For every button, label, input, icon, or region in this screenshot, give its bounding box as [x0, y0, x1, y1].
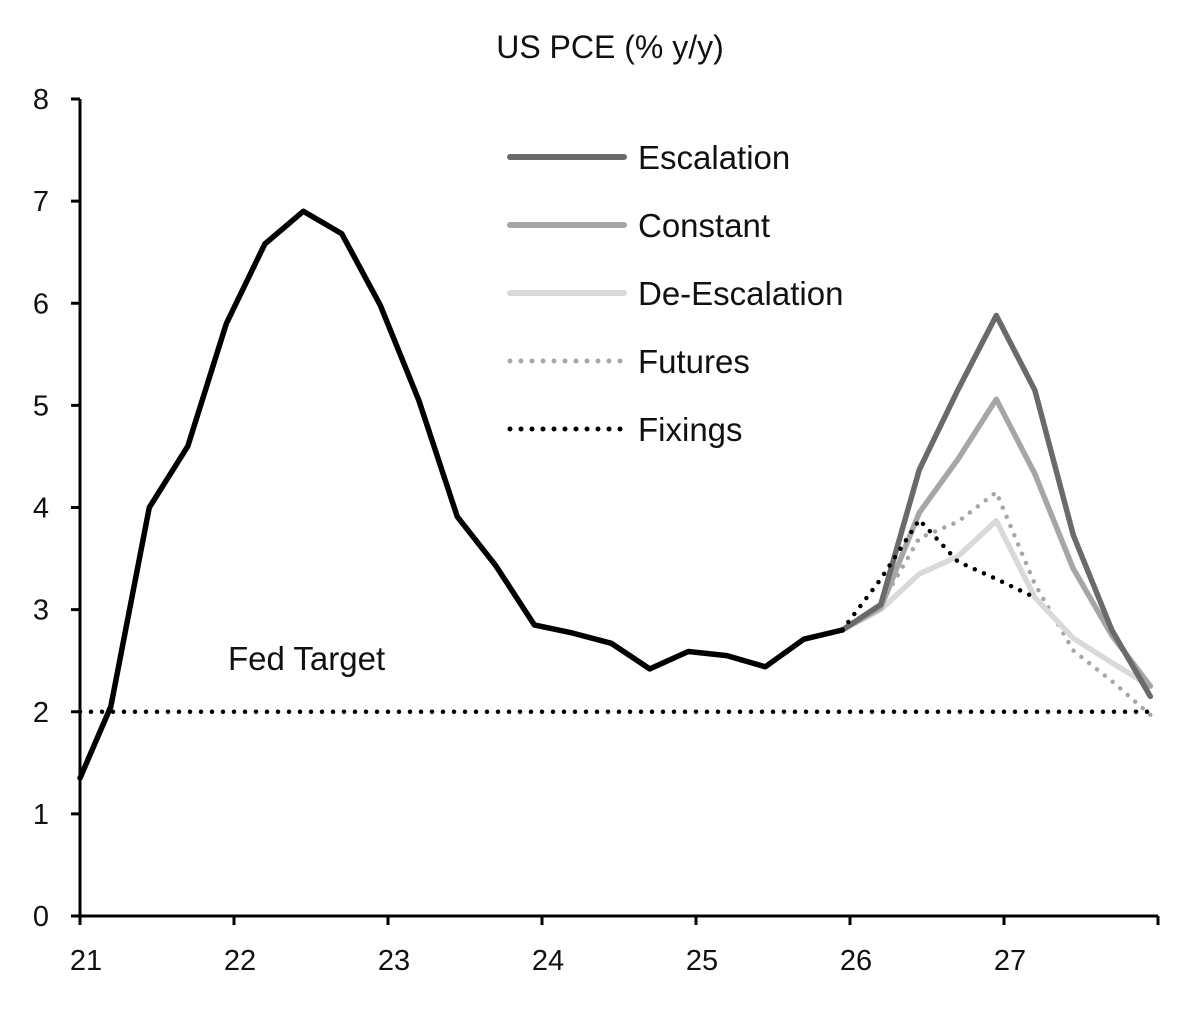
legend-item-de-escalation: De-Escalation — [507, 275, 843, 312]
series-line-fixings — [840, 517, 1038, 633]
legend-item-fixings: Fixings — [507, 411, 743, 448]
x-tick-label: 23 — [378, 945, 410, 977]
y-tick-label: 0 — [33, 901, 49, 933]
y-tick-label: 7 — [33, 186, 49, 218]
legend-label: Constant — [638, 207, 770, 244]
y-tick-label: 5 — [33, 390, 49, 422]
legend: Escalation Constant De-Escalation Futures Fi… — [507, 139, 843, 448]
legend-label: Futures — [638, 343, 750, 380]
chart-title: US PCE (% y/y) — [496, 29, 724, 65]
series-layer — [77, 208, 1154, 781]
y-tick-label: 3 — [33, 595, 49, 627]
legend-label: De-Escalation — [638, 275, 843, 312]
x-tick-label: 21 — [70, 945, 102, 977]
series-line-escalation — [839, 312, 1154, 700]
y-tick-label: 4 — [33, 493, 49, 525]
y-tick-label: 1 — [33, 799, 49, 831]
x-tick-label: 27 — [994, 945, 1026, 977]
series-line-de-escalation — [839, 518, 1154, 689]
x-tick-label: 26 — [840, 945, 872, 977]
legend-item-escalation: Escalation — [507, 139, 790, 176]
legend-item-futures: Futures — [507, 343, 750, 380]
fed-target-label: Fed Target — [228, 640, 385, 677]
legend-item-constant: Constant — [507, 207, 770, 244]
x-tick-label: 25 — [686, 945, 718, 977]
legend-label: Escalation — [638, 139, 790, 176]
series-line-constant — [839, 396, 1154, 689]
y-tick-label: 8 — [33, 84, 49, 116]
legend-label: Fixings — [638, 411, 743, 448]
x-tick-label: 24 — [532, 945, 564, 977]
y-tick-label: 2 — [33, 697, 49, 729]
x-tick-label: 22 — [224, 945, 256, 977]
y-tick-label: 6 — [33, 288, 49, 320]
series-line-history — [77, 208, 846, 781]
